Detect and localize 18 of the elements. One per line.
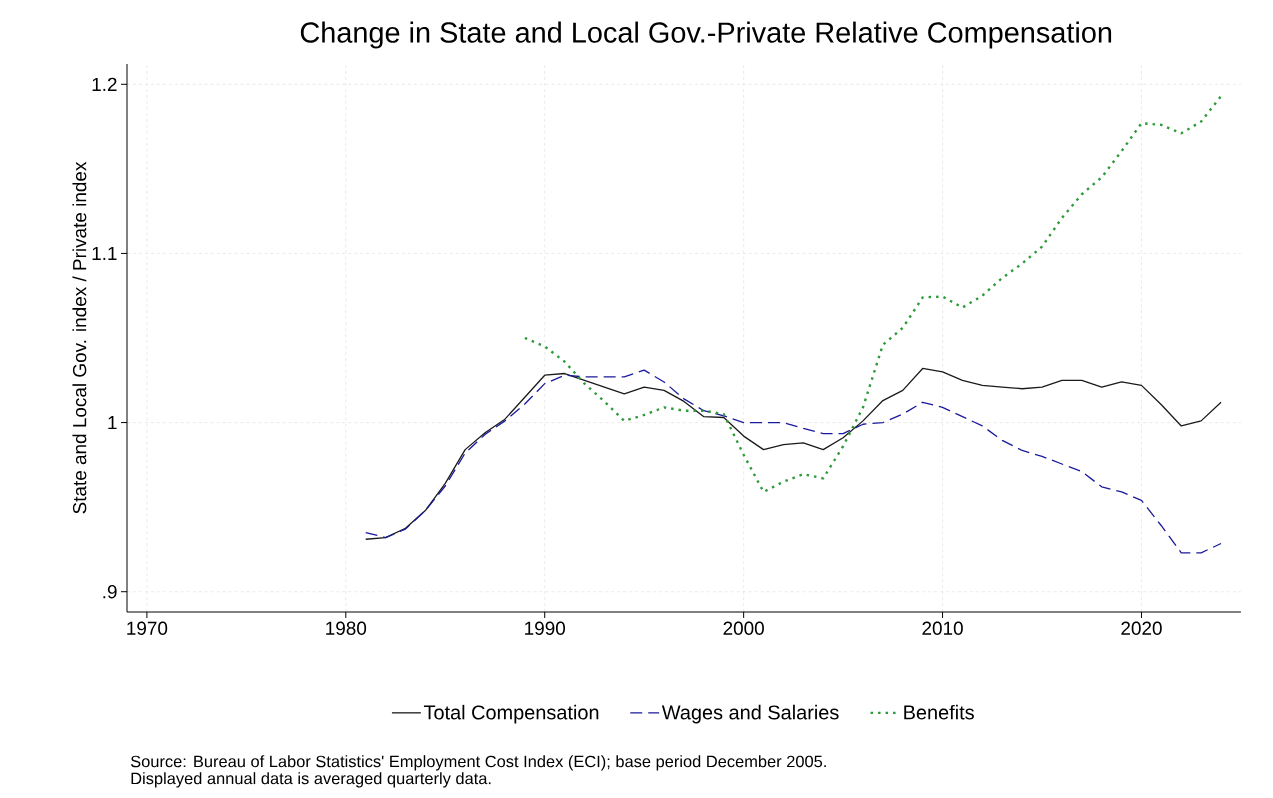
chart-title: Change in State and Local Gov.-Private Relative Compensation <box>300 21 1112 49</box>
y-tick-label: 1.1 <box>92 246 117 260</box>
text: Displayed annual data is averaged quarterly data. <box>131 772 491 788</box>
line-series <box>523 94 1223 494</box>
legend-label: Total Compensation <box>423 704 599 724</box>
x-tick-label: 2010 <box>922 621 963 635</box>
y-tick-label: .9 <box>103 585 117 599</box>
x-tick-label: 2000 <box>723 621 764 635</box>
x-tick-label: 1990 <box>525 621 566 635</box>
y-tick-label: 1 <box>108 416 117 430</box>
y-axis-title: State and Local Gov. index / Private index <box>72 161 87 514</box>
x-tick-label: 2020 <box>1121 621 1162 635</box>
source-note: Source: Bureau of Labor Statistics' Employment Cost Index (ECI); base period December 2005. <box>130 755 826 771</box>
legend-label: Benefits <box>904 704 974 720</box>
y-tick-label: 1.2 <box>92 77 117 91</box>
legend-label: Wages and Salaries <box>661 704 839 724</box>
x-tick-label: 1980 <box>326 621 367 635</box>
x-tick-label: 1970 <box>127 621 168 635</box>
